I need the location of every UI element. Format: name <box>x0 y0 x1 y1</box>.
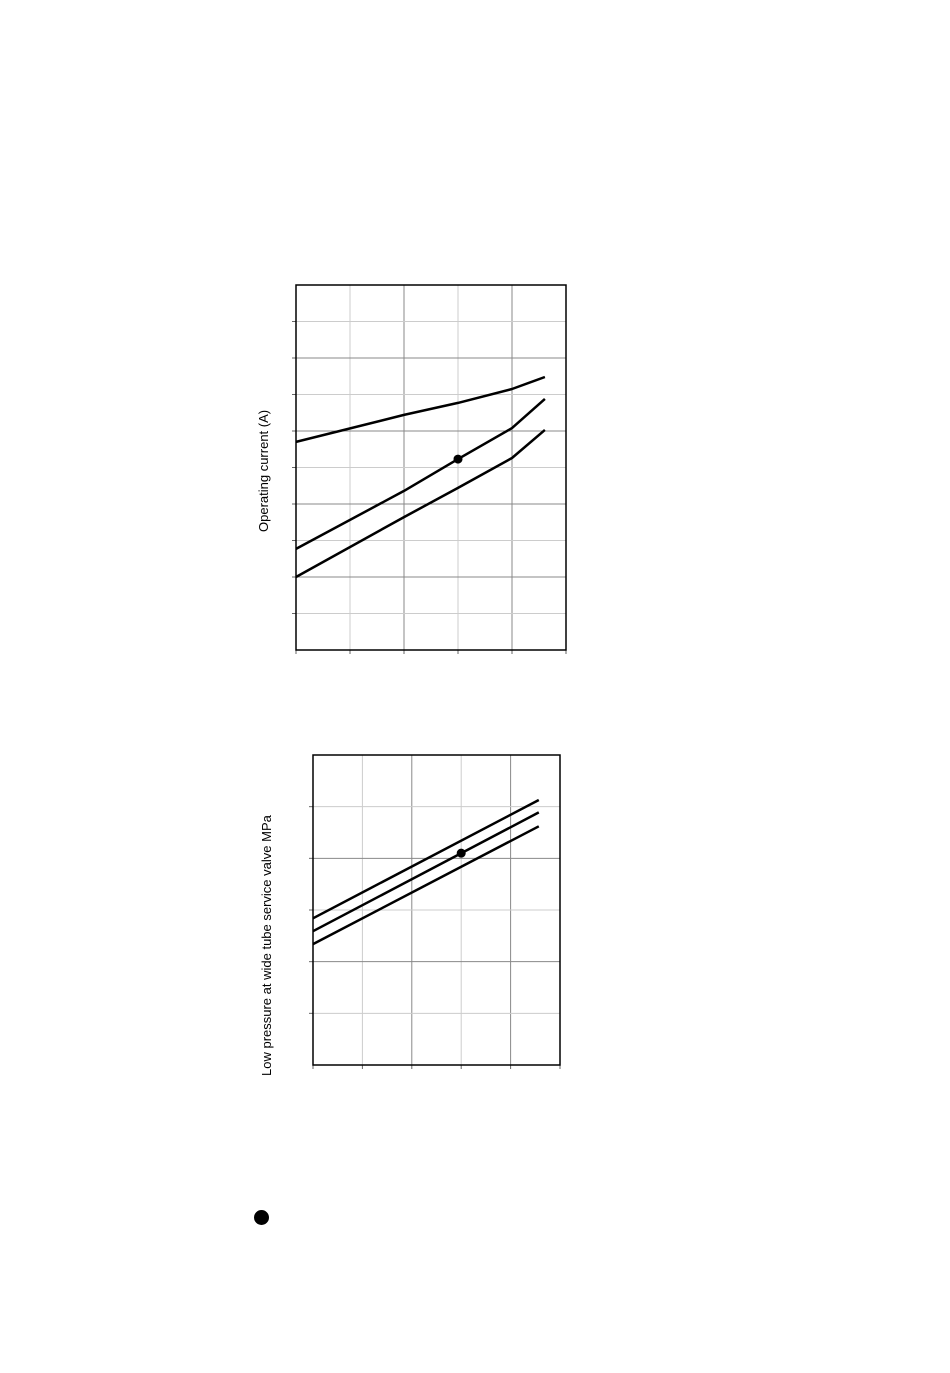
y-axis-label-low-pressure: Low pressure at wide tube service valve … <box>259 815 274 1076</box>
series-line-2 <box>312 811 540 933</box>
series-line-1 <box>295 375 546 444</box>
y-axis-label-operating-current: Operating current (A) <box>256 409 271 532</box>
plot-frame <box>295 284 567 651</box>
series-line-2 <box>295 397 546 551</box>
marker-point <box>453 454 463 464</box>
plot-frame <box>312 754 561 1066</box>
series-line-1 <box>312 798 540 920</box>
marker-point <box>456 848 466 858</box>
legend-bullet-icon <box>254 1210 269 1225</box>
series-line-3 <box>295 428 546 579</box>
series-line-3 <box>312 825 540 946</box>
